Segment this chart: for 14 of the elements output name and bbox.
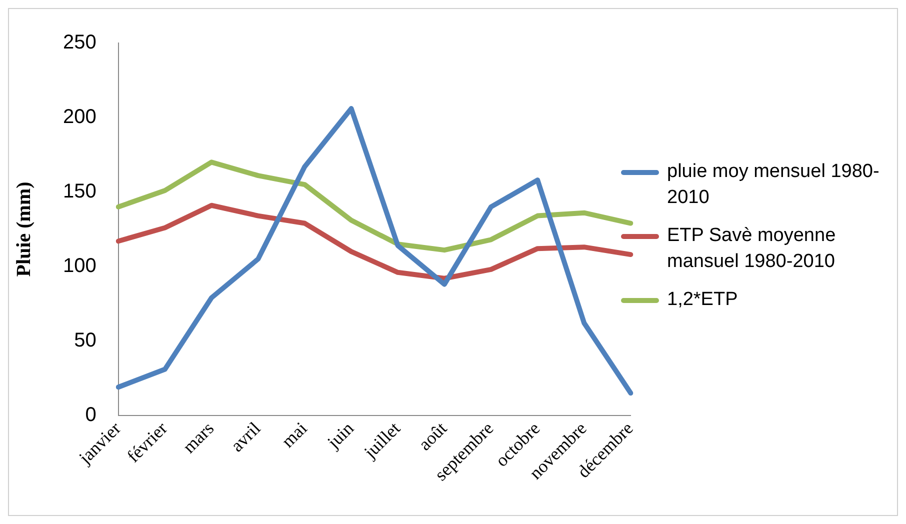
legend-label: 1,2*ETP: [667, 288, 738, 312]
x-tick-label: mai: [278, 418, 311, 452]
legend-label: pluie moy mensuel 1980-2010: [667, 160, 880, 210]
y-tick-label: 0: [85, 404, 96, 426]
x-tick-label: juin: [322, 418, 358, 453]
y-tick-label: 50: [74, 329, 96, 352]
y-tick-label: 150: [62, 180, 96, 202]
legend-label: ETP Savè moyenne mansuel 1980-2010: [667, 224, 837, 274]
y-axis-title: Pluie (mm): [13, 182, 36, 277]
y-tick-label: 250: [62, 32, 96, 54]
x-tick-label: mars: [178, 418, 218, 457]
x-tick-label: avril: [226, 418, 264, 456]
y-tick-label: 200: [62, 106, 96, 128]
y-tick-label: 100: [62, 254, 96, 277]
